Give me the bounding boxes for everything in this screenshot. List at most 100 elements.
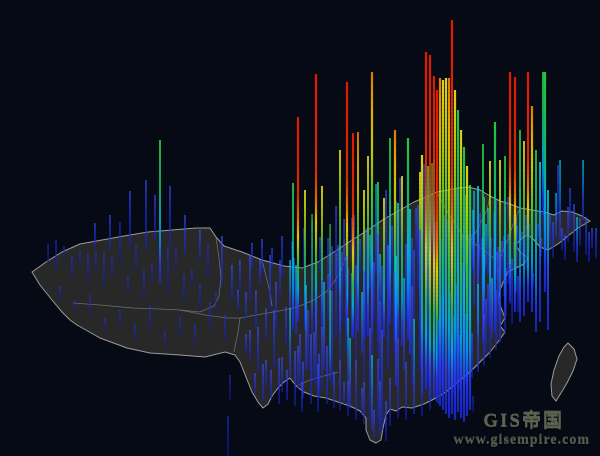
spike [355,360,357,420]
watermark-brand: GIS帝国 [483,410,564,432]
spike [359,239,361,274]
spike [409,209,411,354]
spike [487,208,489,274]
spike [270,370,272,398]
spike [375,184,377,274]
spike [369,328,371,418]
spike [339,300,341,370]
spike [542,72,544,215]
spike [530,106,534,312]
spike [462,147,466,422]
spike [127,276,129,292]
spike [313,332,315,382]
spike [393,130,397,342]
spike [391,226,393,274]
spike [285,307,287,345]
spike [169,186,171,246]
spike [269,255,271,310]
spike [540,238,542,256]
spike [164,331,166,345]
spike [315,311,317,386]
spike [521,232,523,262]
spike [286,370,288,400]
spike [167,247,169,292]
spike [371,355,373,430]
spike [143,270,145,300]
spike [47,244,49,262]
spike [129,191,131,246]
watermark-url: www.gisempire.com [453,432,590,448]
spike [373,410,375,440]
spike [227,416,229,456]
spike [471,333,473,378]
spike [296,117,300,322]
spike [207,244,209,276]
spike [456,110,460,412]
spike [63,246,65,258]
spike [564,235,566,260]
data-spikes [47,20,597,456]
spike [363,382,365,424]
spike [145,180,147,250]
spike [363,190,365,340]
spike [59,286,61,300]
spike [331,291,333,386]
spike [183,274,185,302]
spike [310,334,312,404]
spike [249,330,251,360]
spike [525,225,527,270]
spike [478,244,480,274]
spike [395,256,397,386]
spike [345,82,349,334]
spike [291,242,293,272]
spike [305,285,307,370]
spike [441,80,445,410]
spike [317,364,319,412]
spike [431,163,433,258]
spike [239,260,241,290]
spike [297,346,299,388]
spike [576,217,578,262]
spike [507,197,509,222]
spike [103,253,105,288]
spike [509,264,511,304]
spike [271,248,273,268]
spike [421,346,423,416]
spike [361,388,363,414]
spike [411,286,413,386]
spike [259,260,261,285]
spike [491,278,493,338]
spike [343,382,345,404]
spike [489,161,491,326]
spike [393,272,395,354]
spike [251,243,253,268]
spike [379,254,381,306]
spike [468,185,472,410]
spike [405,244,407,322]
spike [406,138,410,340]
spike [537,224,539,240]
spike [381,266,383,338]
spike [519,130,521,322]
spike [552,222,554,258]
spike [292,183,294,330]
spike [191,270,193,286]
spike [339,150,341,332]
spike [321,327,323,392]
spike [343,239,345,284]
spike [199,284,201,308]
spike [427,266,429,386]
spike [535,150,537,332]
spike [479,213,481,258]
spike [355,265,357,370]
spike [447,78,451,418]
spike [585,217,587,255]
spike [347,318,349,386]
spike [257,327,259,372]
spike [254,373,256,395]
spike [477,284,479,372]
spike [119,310,121,325]
spike [351,133,355,338]
spike [513,77,517,312]
